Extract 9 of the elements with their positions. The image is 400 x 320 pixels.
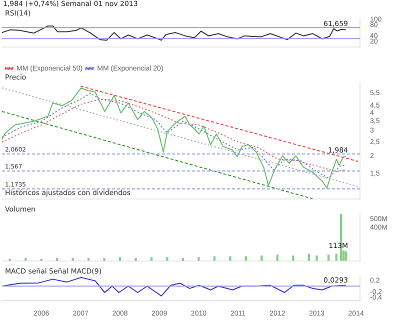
bar <box>229 256 232 261</box>
bar <box>72 258 74 261</box>
bar <box>198 257 200 261</box>
bar <box>327 254 330 261</box>
bar <box>134 258 137 261</box>
bar <box>316 255 318 261</box>
bar <box>166 257 168 261</box>
bar <box>276 254 278 261</box>
bar <box>103 258 106 261</box>
